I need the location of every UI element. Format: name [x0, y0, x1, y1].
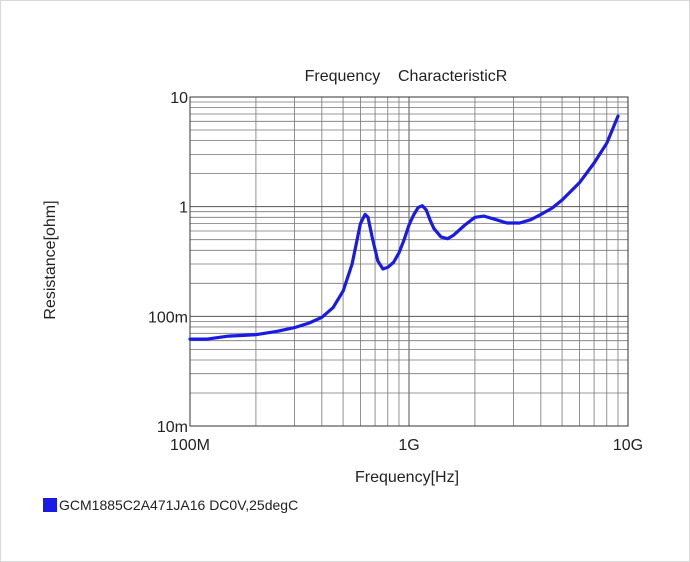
legend-swatch [43, 498, 57, 512]
series-layer [188, 114, 620, 341]
x-tick-label: 100M [170, 437, 210, 454]
y-tick-label: 10m [157, 419, 188, 436]
x-axis-label: Frequency[Hz] [355, 469, 459, 486]
x-tick-label: 10G [613, 437, 643, 454]
x-tick-label: 1G [398, 437, 419, 454]
plot-area-border [189, 96, 629, 427]
series-line-0 [188, 114, 620, 341]
grid [190, 97, 628, 426]
y-tick-label: 100m [148, 309, 188, 326]
legend: GCM1885C2A471JA16 DC0V,25degC [43, 497, 298, 513]
chart-title: Frequency CharacteristicR [305, 68, 508, 85]
legend-entry-label: GCM1885C2A471JA16 DC0V,25degC [59, 497, 299, 513]
tick-labels: 100M 1G 10G 10m 100m 1 10 [148, 90, 643, 454]
y-axis-label: Resistance[ohm] [42, 200, 59, 319]
y-tick-label: 10 [170, 90, 188, 107]
y-tick-label: 1 [179, 200, 188, 217]
